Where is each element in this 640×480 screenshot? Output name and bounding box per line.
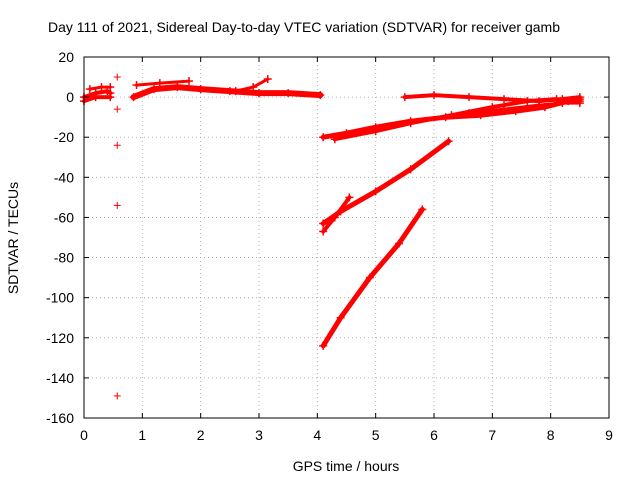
data-point: [85, 85, 94, 94]
data-point: [284, 89, 293, 98]
data-point: [465, 93, 473, 102]
data-point: [106, 93, 115, 102]
data-point: [185, 77, 193, 86]
y-tick-label: 0: [66, 89, 74, 105]
outlier-point: [113, 392, 121, 400]
plot-frame: [83, 56, 610, 419]
data-layer: [80, 73, 584, 400]
data-point: [558, 99, 567, 108]
y-tick-label: -100: [46, 290, 74, 306]
data-point: [231, 87, 240, 96]
y-tick-label: -40: [54, 169, 74, 185]
series-arc-3: [234, 77, 270, 93]
data-point: [173, 83, 182, 92]
y-axis-label: SDTVAR / TECUs: [5, 182, 21, 294]
data-point: [371, 127, 380, 136]
data-point: [465, 109, 473, 118]
data-point: [319, 133, 328, 142]
x-axis-label: GPS time / hours: [293, 458, 400, 474]
data-point: [97, 83, 106, 92]
data-point: [418, 205, 427, 214]
data-point: [249, 83, 258, 92]
data-point: [129, 93, 138, 102]
data-point: [406, 119, 415, 128]
data-point: [319, 219, 328, 228]
y-tick-label: -20: [54, 129, 74, 145]
data-point: [500, 95, 508, 104]
outlier-point: [113, 105, 121, 113]
series-arc-6: [402, 93, 582, 104]
x-tick-label: 9: [605, 427, 613, 443]
data-point: [535, 101, 543, 110]
y-tick-label: -120: [46, 330, 74, 346]
outlier-point: [113, 201, 121, 209]
data-point: [150, 85, 158, 94]
data-point: [106, 83, 115, 92]
data-point: [365, 273, 374, 282]
x-tick-label: 6: [430, 427, 438, 443]
ticks: 0 1 2 3 4 5 6 7 8 9 20 0 -20 -40 -60 -80 -100 -120 -140 -16…: [46, 49, 613, 443]
y-tick-label: -80: [54, 250, 74, 266]
data-point: [345, 193, 354, 202]
series-arc-early-a: [82, 89, 113, 100]
data-point: [430, 91, 438, 100]
data-point: [316, 91, 325, 100]
x-tick-label: 1: [138, 427, 146, 443]
x-tick-label: 7: [488, 427, 496, 443]
x-tick-label: 4: [313, 427, 321, 443]
chart-title: Day 111 of 2021, Sidereal Day-to-day VTE…: [48, 19, 560, 35]
data-point: [406, 165, 415, 174]
series-arc-9: [321, 195, 352, 234]
data-point: [330, 135, 339, 144]
data-point: [371, 187, 380, 196]
x-tick-label: 5: [372, 427, 380, 443]
data-point: [155, 79, 164, 88]
data-point: [400, 93, 409, 102]
data-point: [447, 111, 456, 120]
data-point: [91, 93, 100, 102]
data-point: [319, 227, 328, 236]
data-point: [330, 213, 339, 222]
data-point: [255, 89, 263, 98]
data-point: [196, 85, 205, 94]
data-point: [395, 239, 403, 248]
y-tick-label: -60: [54, 209, 74, 225]
data-point: [132, 81, 141, 90]
x-tick-label: 0: [80, 427, 88, 443]
data-point: [500, 105, 508, 114]
outlier-point: [113, 73, 121, 81]
outlier-point: [113, 141, 121, 149]
data-point: [319, 341, 328, 350]
y-tick-label: -160: [46, 410, 74, 426]
series-arc-1: [130, 84, 324, 101]
y-tick-label: 20: [58, 49, 74, 65]
data-point: [444, 137, 453, 146]
x-tick-label: 3: [255, 427, 263, 443]
x-tick-label: 2: [197, 427, 205, 443]
data-point: [575, 99, 584, 108]
data-point: [263, 75, 272, 84]
y-tick-label: -140: [46, 370, 74, 386]
data-point: [336, 313, 345, 322]
x-tick-label: 8: [547, 427, 555, 443]
